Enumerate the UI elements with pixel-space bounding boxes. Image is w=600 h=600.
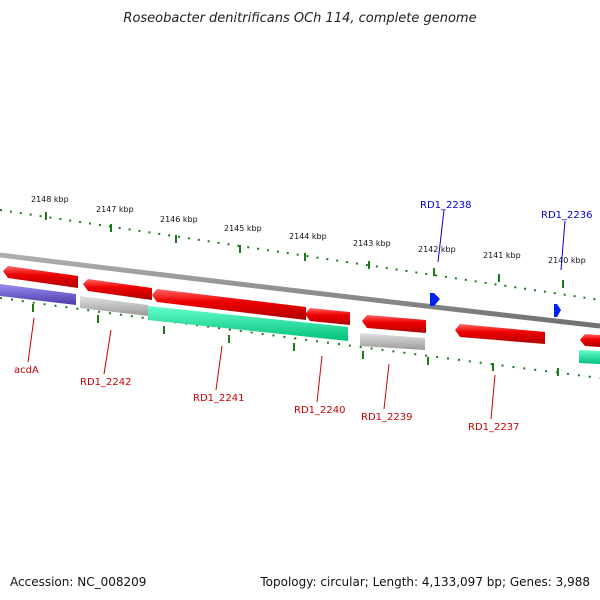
leader-line bbox=[560, 220, 566, 271]
feature-bar-teal bbox=[579, 350, 600, 364]
gene-arrow-rd1-2236[interactable] bbox=[554, 304, 561, 317]
gene-arrow-rd1-2241[interactable] bbox=[152, 289, 306, 320]
gene-label-acda[interactable]: acdA bbox=[14, 365, 39, 376]
genome-summary-text: Topology: circular; Length: 4,133,097 bp… bbox=[259, 575, 590, 589]
gene-label-rd1-2240[interactable]: RD1_2240 bbox=[294, 405, 345, 416]
scale-label: 2144 kbp bbox=[289, 232, 327, 241]
leader-line bbox=[490, 374, 496, 420]
scale-label: 2146 kbp bbox=[160, 215, 198, 224]
scale-label: 2145 kbp bbox=[224, 224, 262, 233]
gene-arrows bbox=[3, 266, 600, 347]
scale-label: 2143 kbp bbox=[353, 239, 391, 248]
gene-label-rd1-2239[interactable]: RD1_2239 bbox=[361, 412, 412, 423]
scale-label: 2147 kbp bbox=[96, 205, 134, 214]
feature-bar-grey bbox=[360, 333, 425, 350]
gene-arrow-rd1-2242[interactable] bbox=[83, 279, 152, 300]
outer-scale-ring bbox=[0, 209, 600, 301]
accession-text: Accession: NC_008209 bbox=[10, 575, 146, 589]
feature-bar-grey bbox=[80, 296, 148, 316]
gene-arrow-partial[interactable] bbox=[580, 334, 600, 347]
gene-label-rd1-2236[interactable]: RD1_2236 bbox=[541, 210, 592, 221]
red-leader-lines bbox=[27, 317, 496, 420]
leader-line bbox=[215, 345, 223, 391]
scale-ticks bbox=[45, 212, 564, 288]
scale-label: 2140 kbp bbox=[548, 256, 586, 265]
gene-arrow-rd1-2240[interactable] bbox=[305, 308, 350, 325]
feature-bar-teal bbox=[148, 306, 348, 341]
gene-arrow-rd1-2237[interactable] bbox=[455, 324, 545, 344]
map-title: Roseobacter denitrificans OCh 114, compl… bbox=[123, 11, 476, 26]
gene-label-rd1-2242[interactable]: RD1_2242 bbox=[80, 377, 131, 388]
gene-labels: acdA RD1_2242 RD1_2241 RD1_2240 RD1_2239… bbox=[14, 200, 592, 433]
scale-label: 2142 kbp bbox=[418, 245, 456, 254]
gene-arrow-rd1-2238[interactable] bbox=[430, 293, 440, 306]
leader-line bbox=[103, 329, 112, 375]
leader-line bbox=[316, 355, 323, 403]
leader-line bbox=[27, 317, 35, 363]
scale-label: 2141 kbp bbox=[483, 251, 521, 260]
gene-label-rd1-2238[interactable]: RD1_2238 bbox=[420, 200, 471, 211]
feature-bar-purple bbox=[0, 284, 76, 305]
scale-label: 2148 kbp bbox=[31, 195, 69, 204]
genome-backbone bbox=[0, 252, 600, 329]
blue-leader-lines bbox=[437, 209, 566, 271]
inner-ticks bbox=[32, 304, 559, 376]
leader-line bbox=[383, 363, 390, 410]
gene-arrow-rd1-2239[interactable] bbox=[362, 315, 426, 333]
leader-line bbox=[437, 209, 445, 263]
gene-label-rd1-2241[interactable]: RD1_2241 bbox=[193, 393, 244, 404]
gene-label-rd1-2237[interactable]: RD1_2237 bbox=[468, 422, 519, 433]
scale-labels: 2148 kbp 2147 kbp 2146 kbp 2145 kbp 2144… bbox=[31, 195, 586, 265]
gene-arrow-acda[interactable] bbox=[3, 266, 78, 288]
